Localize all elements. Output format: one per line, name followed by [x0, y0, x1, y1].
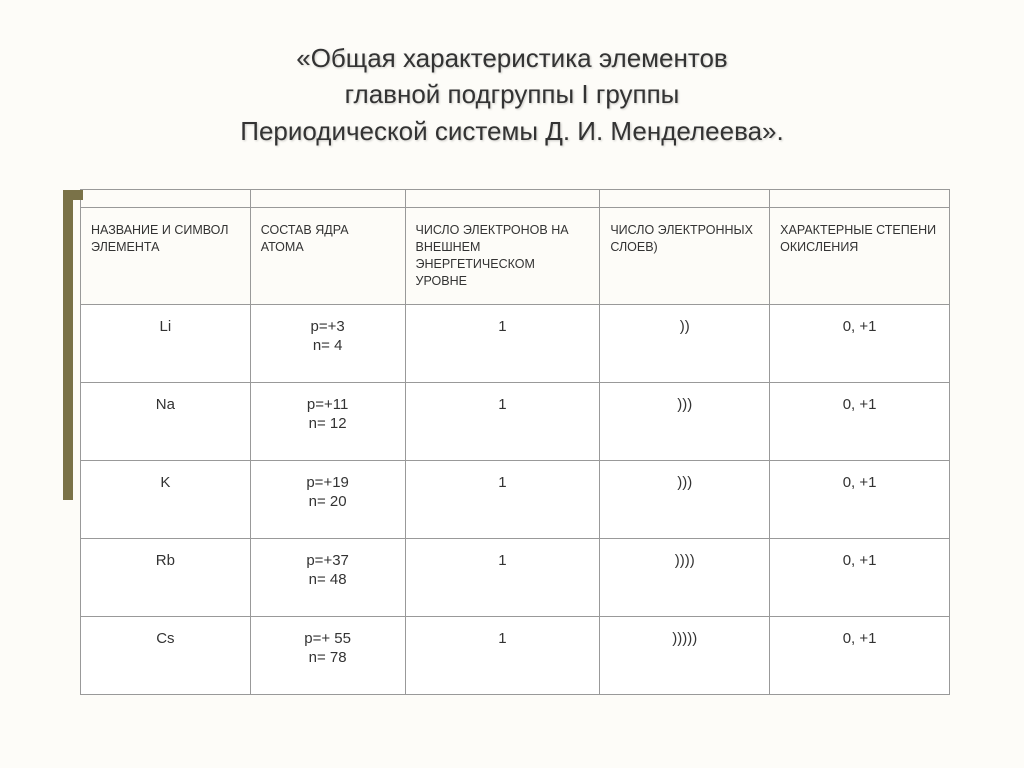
cell-oxidation: 0, +1 [770, 538, 950, 616]
title-line-2: главной подгруппы I группы [345, 79, 680, 109]
title-line-3: Периодической системы Д. И. Менделеева». [240, 116, 783, 146]
table-row: Rbp=+37n= 481))))0, +1 [81, 538, 950, 616]
cell-symbol: Li [81, 304, 251, 382]
table-row: Kp=+19n= 201)))0, +1 [81, 460, 950, 538]
accent-bar-side [63, 200, 73, 500]
slide-title: «Общая характеристика элементов главной … [70, 40, 954, 149]
header-nucleus: СОСТАВ ЯДРА АТОМА [250, 208, 405, 305]
cell-oxidation: 0, +1 [770, 304, 950, 382]
cell-nucleus: p=+3n= 4 [250, 304, 405, 382]
table-header-row: НАЗВАНИЕ И СИМВОЛ ЭЛЕМЕНТА СОСТАВ ЯДРА А… [81, 208, 950, 305]
accent-bar-top [63, 190, 83, 200]
cell-oxidation: 0, +1 [770, 460, 950, 538]
cell-nucleus: p=+11n= 12 [250, 382, 405, 460]
cell-symbol: Rb [81, 538, 251, 616]
cell-outer: 1 [405, 538, 600, 616]
cell-shells: )))) [600, 538, 770, 616]
cell-outer: 1 [405, 460, 600, 538]
table-row: Lip=+3n= 41))0, +1 [81, 304, 950, 382]
title-line-1: «Общая характеристика элементов [296, 43, 728, 73]
cell-symbol: K [81, 460, 251, 538]
cell-outer: 1 [405, 382, 600, 460]
cell-nucleus: p=+ 55n= 78 [250, 616, 405, 694]
cell-symbol: Na [81, 382, 251, 460]
cell-shells: ))) [600, 460, 770, 538]
table-row: Nap=+11n= 121)))0, +1 [81, 382, 950, 460]
cell-shells: ))) [600, 382, 770, 460]
header-shells: ЧИСЛО ЭЛЕКТРОННЫХ СЛОЕВ) [600, 208, 770, 305]
header-symbol: НАЗВАНИЕ И СИМВОЛ ЭЛЕМЕНТА [81, 208, 251, 305]
table-row: Csp=+ 55n= 781)))))0, +1 [81, 616, 950, 694]
table-top-strip [81, 190, 950, 208]
cell-shells: ))))) [600, 616, 770, 694]
elements-table: НАЗВАНИЕ И СИМВОЛ ЭЛЕМЕНТА СОСТАВ ЯДРА А… [80, 189, 950, 695]
cell-nucleus: p=+19n= 20 [250, 460, 405, 538]
cell-shells: )) [600, 304, 770, 382]
table-body: Lip=+3n= 41))0, +1Nap=+11n= 121)))0, +1K… [81, 304, 950, 694]
cell-outer: 1 [405, 304, 600, 382]
header-oxidation: ХАРАКТЕРНЫЕ СТЕПЕНИ ОКИСЛЕНИЯ [770, 208, 950, 305]
cell-outer: 1 [405, 616, 600, 694]
header-outer: ЧИСЛО ЭЛЕКТРОНОВ НА ВНЕШНЕМ ЭНЕРГЕТИЧЕСК… [405, 208, 600, 305]
cell-oxidation: 0, +1 [770, 382, 950, 460]
cell-nucleus: p=+37n= 48 [250, 538, 405, 616]
cell-oxidation: 0, +1 [770, 616, 950, 694]
slide: «Общая характеристика элементов главной … [0, 0, 1024, 768]
cell-symbol: Cs [81, 616, 251, 694]
